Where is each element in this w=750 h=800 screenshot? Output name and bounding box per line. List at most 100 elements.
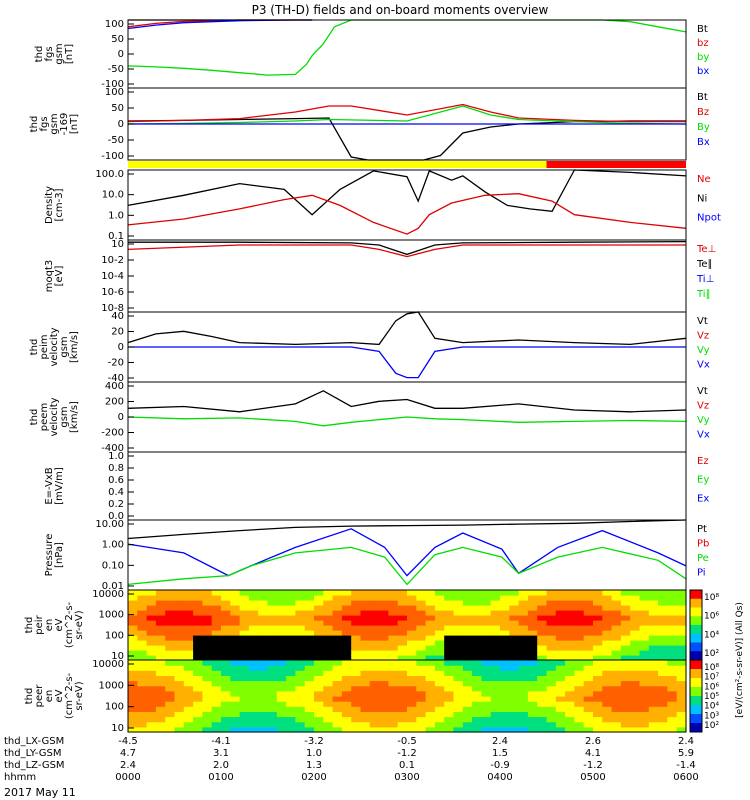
spectrogram-cell: [369, 690, 380, 697]
spectrogram-cell: [574, 620, 585, 626]
spectrogram-cell: [332, 630, 343, 636]
spectrogram-cell: [221, 595, 231, 601]
spectrogram-cell: [388, 640, 399, 646]
spectrogram-cell: [509, 665, 520, 671]
y-tick-label: 0.4: [108, 487, 124, 498]
spectrogram-cell: [639, 660, 650, 666]
spectrogram-cell: [444, 726, 455, 733]
spectrogram-cell: [332, 716, 343, 723]
spectrogram-cell: [304, 595, 315, 601]
spectrogram-cell: [221, 726, 231, 733]
spectrogram-cell: [462, 605, 473, 611]
spectrogram-cell: [304, 650, 315, 656]
spectrogram-cell: [425, 660, 436, 666]
spectrogram-cell: [202, 711, 213, 718]
spectrogram-cell: [267, 655, 278, 661]
spectrogram-cell: [658, 706, 668, 712]
spectrogram-cell: [165, 670, 176, 676]
spectrogram-cell: [397, 590, 408, 596]
y-axis-label: [cm-3]: [54, 188, 65, 221]
spectrogram-cell: [248, 670, 259, 676]
y-tick-label: 0.8: [108, 463, 124, 474]
spectrogram-cell: [453, 680, 464, 687]
y-axis-label: sr-eV): [74, 681, 85, 710]
spectrogram-cell: [248, 640, 259, 646]
spectrogram-cell: [248, 590, 259, 596]
spectrogram-cell: [183, 615, 194, 621]
colorbar-tick-label: 10⁷: [704, 673, 719, 683]
spectrogram-cell: [648, 595, 659, 601]
spectrogram-cell: [146, 696, 157, 702]
spectrogram-cell: [676, 590, 687, 596]
spectrogram-cell: [341, 721, 352, 728]
spectrogram-cell: [295, 635, 306, 641]
spectrogram-cell: [425, 615, 436, 621]
y-axis-label: E=-VxB: [44, 467, 55, 504]
spectrogram-cell: [518, 620, 529, 626]
spectrogram-cell: [434, 630, 445, 636]
spectrogram-cell: [481, 640, 492, 646]
spectrogram-cell: [230, 701, 241, 707]
spectrogram-cell: [155, 665, 166, 671]
spectrogram-cell: [211, 610, 222, 616]
spectrogram-cell: [314, 595, 324, 601]
spectrogram-cell: [211, 675, 222, 682]
spectrogram-cell: [239, 685, 250, 692]
spectrogram-cell: [537, 655, 548, 661]
spectrogram-cell: [258, 630, 269, 636]
spectrogram-cell: [527, 650, 538, 656]
colorbar-segment: [690, 660, 702, 670]
spectrogram-cell: [248, 701, 259, 707]
spectrogram-cell: [583, 711, 594, 718]
y-tick-label: 0: [118, 412, 124, 423]
spectrogram-cell: [648, 630, 659, 636]
spectrogram-cell: [500, 645, 510, 651]
spectrogram-cell: [490, 665, 501, 671]
spectrogram-cell: [379, 620, 389, 626]
spectrogram-cell: [379, 726, 389, 733]
spectrogram-cell: [481, 605, 492, 611]
spectrogram-cell: [583, 680, 594, 687]
spectrogram-cell: [593, 660, 603, 666]
spectrogram-cell: [676, 640, 687, 646]
spectrogram-cell: [583, 696, 594, 702]
spectrogram-cell: [490, 696, 501, 702]
spectrogram-cell: [351, 701, 362, 707]
spectrogram-cell: [351, 590, 362, 596]
spectrogram-cell: [593, 590, 603, 596]
spectrogram-cell: [602, 680, 613, 687]
spectrogram-cell: [527, 711, 538, 718]
spectrogram-cell: [527, 640, 538, 646]
spectrogram-cell: [258, 665, 269, 671]
y-tick-label: 200: [105, 397, 124, 408]
spectrogram-cell: [658, 675, 668, 682]
spectrogram-cell: [341, 706, 352, 712]
spectrogram-cell: [444, 665, 455, 671]
spectrogram-cell: [583, 650, 594, 656]
spectrogram-cell: [630, 726, 641, 733]
spectrogram-cell: [639, 665, 650, 671]
spectrogram-cell: [434, 625, 445, 631]
spectrogram-cell: [211, 680, 222, 687]
colorbar-tick-label: 10⁸: [704, 663, 719, 673]
spectrogram-cell: [462, 685, 473, 692]
spectrogram-cell: [137, 706, 148, 712]
spectrogram-cell: [407, 640, 417, 646]
spectrogram-cell: [397, 675, 408, 682]
spectrogram-cell: [360, 701, 371, 707]
spectrogram-cell: [676, 620, 687, 626]
spectrogram-cell: [239, 625, 250, 631]
legend-entry: by: [697, 52, 709, 63]
spectrogram-cell: [593, 605, 603, 611]
spectrogram-cell: [267, 696, 278, 702]
spectrogram-cell: [500, 716, 510, 723]
spectrogram-cell: [509, 610, 520, 616]
spectrogram-cell: [379, 711, 389, 718]
spectrogram-cell: [397, 665, 408, 671]
spectrogram-cell: [407, 685, 417, 692]
spectrogram-cell: [174, 706, 185, 712]
spectrogram-cell: [527, 645, 538, 651]
spectrogram-cell: [369, 620, 380, 626]
spectrogram-cell: [676, 605, 687, 611]
